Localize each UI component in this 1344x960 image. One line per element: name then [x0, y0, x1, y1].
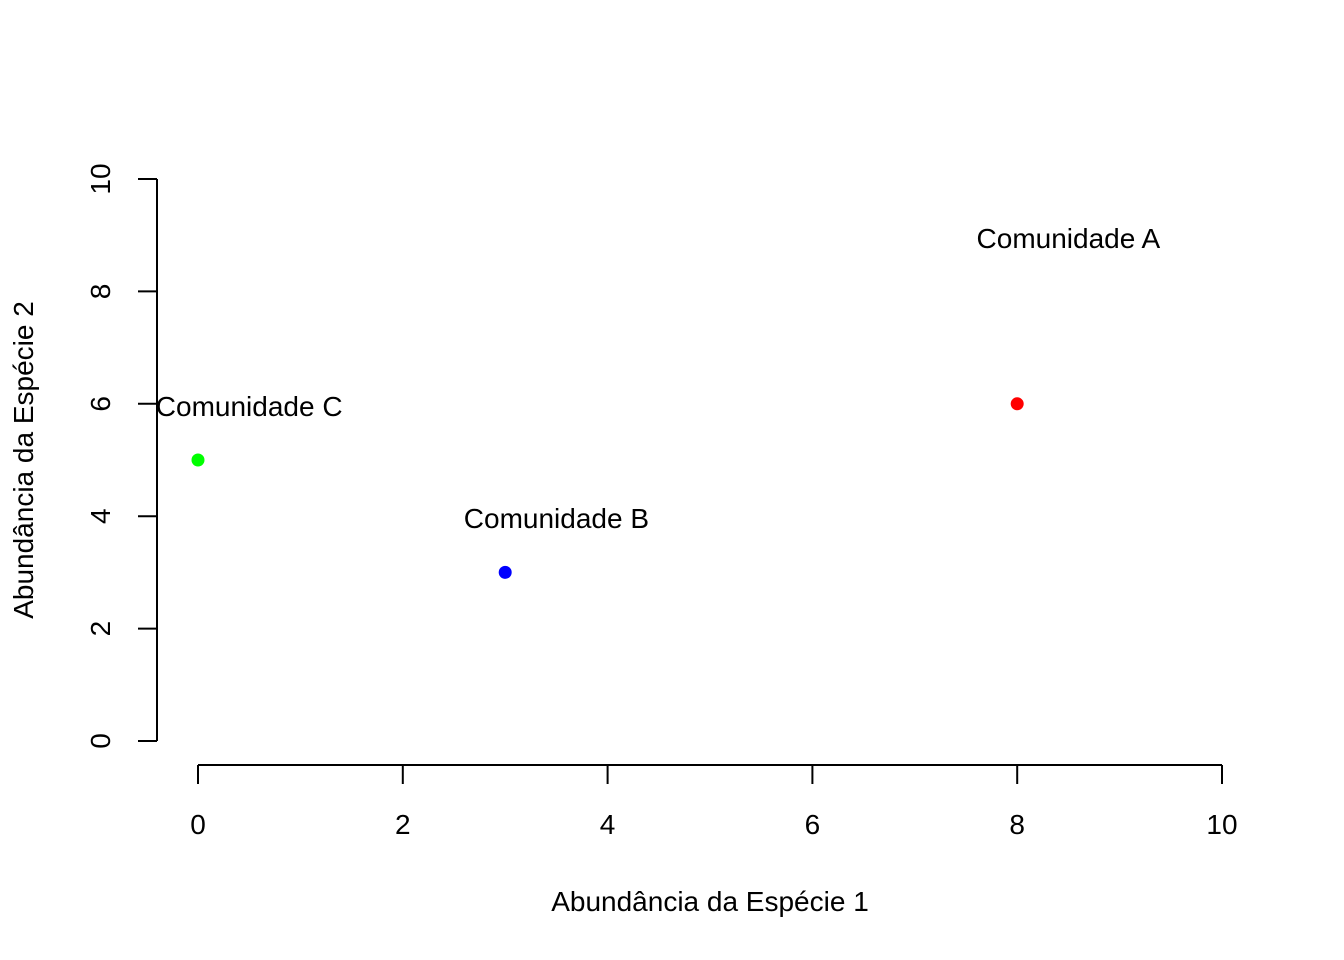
data-points	[191, 397, 1024, 579]
y-tick-label: 0	[85, 733, 116, 749]
data-point	[191, 453, 205, 467]
y-tick-label: 6	[85, 396, 116, 412]
x-tick-label: 0	[190, 809, 206, 840]
y-tick-label: 2	[85, 621, 116, 637]
x-axis-title: Abundância da Espécie 1	[551, 886, 869, 917]
y-axis-title: Abundância da Espécie 2	[8, 301, 39, 619]
point-label: Comunidade A	[977, 223, 1161, 254]
y-axis: 0 2 4 6 8 10	[85, 163, 158, 749]
x-tick-label: 6	[805, 809, 821, 840]
x-axis: 0 2 4 6 8 10	[190, 764, 1238, 840]
x-tick-label: 8	[1009, 809, 1025, 840]
point-label: Comunidade B	[464, 503, 649, 534]
x-tick-label: 2	[395, 809, 411, 840]
point-label: Comunidade C	[156, 391, 343, 422]
data-point	[498, 565, 512, 579]
x-tick-label: 10	[1206, 809, 1237, 840]
y-tick-label: 10	[85, 163, 116, 194]
x-tick-label: 4	[600, 809, 616, 840]
data-point	[1010, 397, 1024, 411]
y-tick-label: 4	[85, 508, 116, 524]
point-labels: Comunidade A Comunidade B Comunidade C	[156, 223, 1161, 534]
y-tick-label: 8	[85, 284, 116, 300]
